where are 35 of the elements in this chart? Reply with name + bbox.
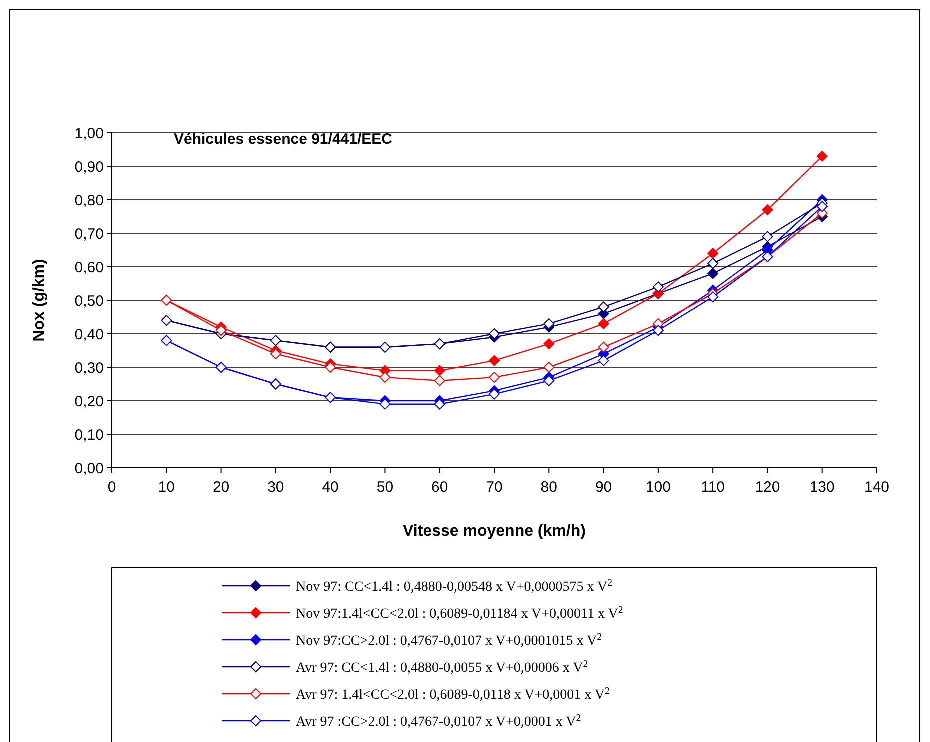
annotation: Véhicules essence 91/441/EEC: [174, 131, 393, 148]
y-tick-label: 0,30: [74, 360, 104, 377]
y-tick-label: 0,70: [74, 226, 104, 243]
legend-label: Avr 97 :CC>2.0l : 0,4767-0,0107 x V+0,0001 x V$^{2}$: [296, 712, 582, 730]
y-tick-label: 0,10: [74, 426, 104, 444]
y-tick-label: 0,90: [74, 158, 104, 176]
x-tick-label: 110: [701, 479, 726, 496]
y-tick-label: 0,00: [74, 460, 104, 478]
x-tick-label: 130: [810, 479, 835, 496]
legend-label: Nov 97:CC>2.0l : 0,4767-0,0107 x V+0,0001015 x V$^{2}$: [296, 631, 602, 649]
x-tick-label: 90: [595, 479, 612, 496]
x-tick-label: 20: [212, 479, 230, 496]
y-tick-label: 0,20: [74, 393, 104, 410]
legend-label: Nov 97: CC<1.4l : 0,4880-0,00548 x V+0,0000575 x V$^{2}$: [296, 577, 613, 595]
y-tick-label: 0,40: [74, 326, 104, 344]
x-tick-label: 140: [864, 479, 890, 496]
x-tick-label: 10: [158, 479, 175, 496]
legend-label: Avr 97: 1.4l<CC<2.0l : 0,6089-0,0118 x V+0,0001 x V$^{2}$: [296, 685, 610, 703]
x-tick-label: 100: [646, 479, 671, 496]
y-axis-title: Nox (g/km): [31, 259, 48, 342]
x-tick-label: 50: [376, 479, 394, 496]
x-tick-label: 120: [755, 479, 780, 496]
x-tick-label: 0: [108, 479, 116, 496]
x-tick-label: 30: [268, 479, 284, 496]
legend-label: Avr 97: CC<1.4l : 0,4880-0,0055 x V+0,00006 x V$^{2}$: [296, 658, 588, 676]
y-tick-label: 1,00: [74, 125, 104, 142]
x-tick-label: 70: [486, 479, 503, 496]
x-axis-title: Vitesse moyenne (km/h): [403, 523, 586, 540]
y-tick-label: 0,60: [74, 259, 104, 276]
x-tick-label: 80: [540, 479, 558, 496]
y-tick-label: 0,80: [74, 192, 104, 210]
y-tick-label: 0,50: [74, 292, 104, 310]
legend-label: Nov 97:1.4l<CC<2.0l : 0,6089-0,01184 x V+0,00011 x V$^{2}$: [296, 604, 624, 622]
x-tick-label: 60: [432, 479, 448, 496]
x-tick-label: 40: [322, 479, 339, 496]
